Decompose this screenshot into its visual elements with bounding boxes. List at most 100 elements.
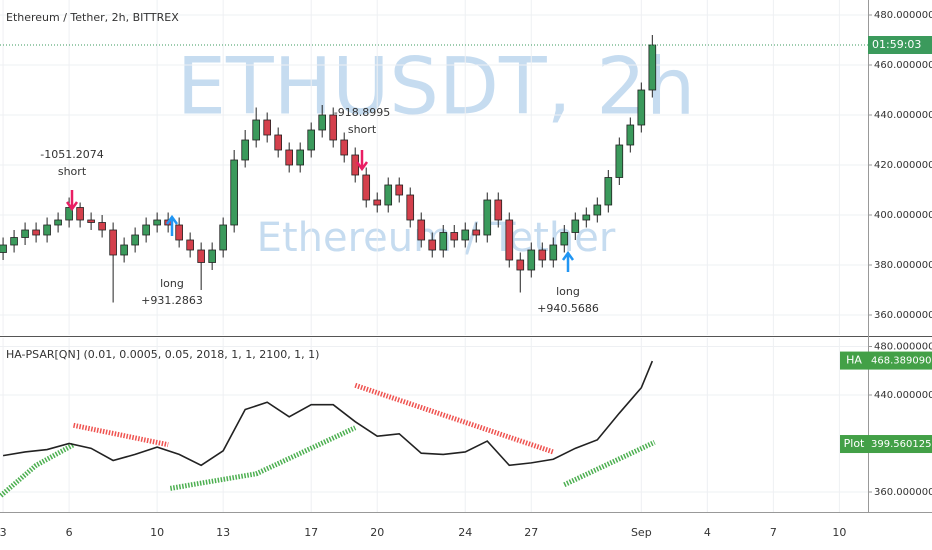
candle-body [329, 114, 338, 141]
candle-body [274, 134, 282, 151]
candle-body [76, 207, 84, 221]
candle-body [98, 222, 106, 231]
candle-body [362, 174, 371, 201]
candle-body [406, 194, 415, 221]
marks [0, 35, 868, 498]
y-tick-label: 480.00000000 [874, 341, 932, 352]
candle-body [615, 144, 624, 178]
candle-body [428, 239, 437, 251]
candle-body [21, 229, 29, 238]
candle-body [241, 139, 249, 161]
timer-label: 01:59:03 [872, 38, 921, 51]
candle-body [395, 184, 404, 196]
x-tick-label: 20 [370, 526, 384, 539]
timer-badge [868, 36, 932, 54]
candle-body [626, 124, 635, 146]
candle-body [604, 177, 613, 206]
grid [0, 0, 868, 512]
y-tick-label: 360.00000000 [874, 310, 932, 321]
candle-body [54, 219, 62, 226]
candle-body [417, 219, 426, 241]
candle-body [527, 249, 536, 271]
x-tick-label: 10 [150, 526, 164, 539]
candle-body [384, 184, 393, 206]
candle-body [153, 219, 161, 226]
y-tick-label: 360.00000000 [874, 487, 932, 498]
candle-body [648, 44, 657, 91]
x-tick-label: 27 [524, 526, 538, 539]
psar-dots [0, 442, 75, 498]
candle-body [252, 119, 260, 141]
watermark: ETHUSDT, 2h [177, 42, 696, 132]
signal-arrow [355, 150, 369, 172]
x-tick-label: 4 [704, 526, 711, 539]
candle-body [593, 204, 602, 216]
y-tick-label: 460.00000000 [874, 60, 932, 71]
candle-body [450, 232, 459, 241]
annotation-text: long [556, 285, 580, 298]
annotation-text: +940.5686 [537, 302, 599, 315]
candle-body [538, 249, 547, 261]
watermark-group: ETHUSDT, 2h Ethereum / Tether [177, 42, 696, 261]
y-tick-label: 480.00000000 [874, 10, 932, 21]
candle-body [571, 219, 580, 233]
psar-dots [169, 425, 357, 491]
y-tick-label: 380.00000000 [874, 260, 932, 271]
candle-body [43, 224, 51, 236]
x-tick-label: Sep [631, 526, 652, 539]
value-badge-bg [868, 435, 932, 454]
candle-body [439, 232, 448, 251]
candle-body [10, 237, 18, 246]
x-tick-label: 6 [66, 526, 73, 539]
candle-body [582, 214, 591, 221]
candle-body [285, 149, 293, 166]
annotation-text: short [348, 123, 377, 136]
value-badge: 468.38909035 [871, 356, 932, 367]
x-tick-label: 3 [0, 526, 7, 539]
y-tick-label: 440.00000000 [874, 390, 932, 401]
candle-body [560, 232, 569, 246]
chart-title: Ethereum / Tether, 2h, BITTREX [6, 11, 179, 24]
candle-body [461, 229, 470, 241]
candle-body [109, 229, 117, 256]
candle-body [263, 119, 271, 136]
indicator-title: HA-PSAR[QN] (0.01, 0.0005, 0.05, 2018, 1… [6, 348, 319, 361]
ha-line [2, 360, 654, 467]
candle-body [230, 159, 238, 226]
candle-body [0, 244, 7, 253]
annotation-text: short [58, 165, 87, 178]
annotation-text: -918.8995 [334, 106, 390, 119]
x-tick-label: 7 [770, 526, 777, 539]
y-tick-label: 440.00000000 [874, 110, 932, 121]
signal-arrow [165, 214, 179, 236]
candle-body [296, 149, 305, 166]
candle-body [186, 239, 194, 251]
candle-body [197, 249, 205, 263]
annotation-text: long [160, 277, 184, 290]
psar-dots [73, 422, 169, 448]
annotation-text: +931.2863 [141, 294, 203, 307]
candle-body [318, 114, 327, 131]
candle-body [142, 224, 150, 236]
x-tick-label: 10 [832, 526, 846, 539]
psar-dots [354, 382, 555, 455]
candle-body [32, 229, 40, 236]
value-badge-label-bg [840, 435, 868, 454]
annotations: -1051.2074 short long +931.2863 -918.8995 sho… [40, 106, 599, 315]
x-tick-label: 17 [304, 526, 318, 539]
annotation-text: -1051.2074 [40, 148, 103, 161]
candle-body [340, 139, 349, 156]
candle-body [494, 199, 503, 221]
candle-body [516, 259, 525, 271]
candle-body [175, 224, 183, 241]
candle-body [87, 219, 95, 223]
candle-body [637, 89, 646, 126]
value-badge-label-bg [840, 351, 868, 370]
candle-body [307, 129, 316, 151]
candle-body [208, 249, 216, 263]
candle-body [120, 244, 128, 256]
candle-body [472, 229, 481, 236]
